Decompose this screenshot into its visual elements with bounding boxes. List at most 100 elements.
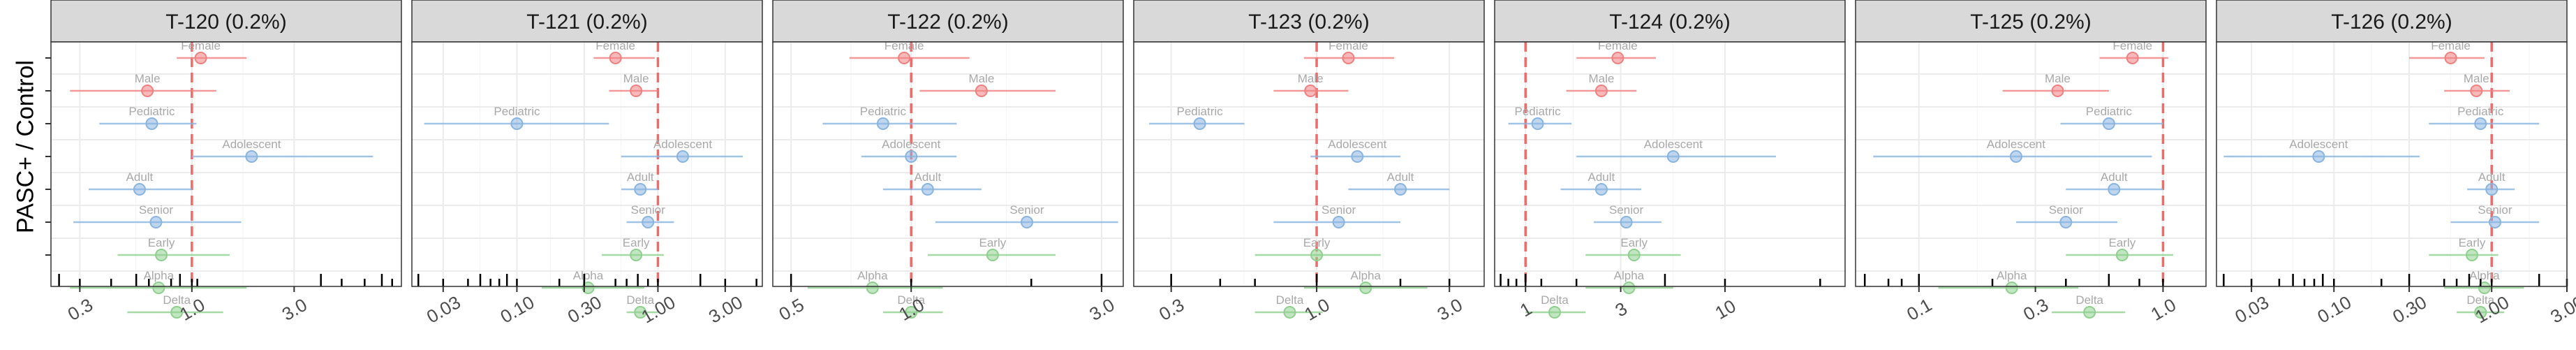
point-label: Adult (126, 170, 154, 184)
facet-strip (411, 0, 763, 43)
plot-background (1856, 42, 2206, 286)
point-label: Adolescent (1644, 138, 1703, 151)
panel-border (1133, 41, 1485, 287)
estimate-point (676, 150, 690, 163)
estimate-point (510, 117, 524, 130)
estimate-point (155, 249, 168, 261)
x-tick-label: 3.00 (705, 291, 746, 327)
panel-border (411, 41, 763, 287)
x-tick-label: 0.30 (2389, 291, 2430, 327)
x-tick-label: 1 (1516, 298, 1536, 321)
point-label: Early (2108, 236, 2135, 249)
x-tick-label: 0.1 (1903, 294, 1935, 325)
estimate-point (2108, 183, 2121, 196)
facet-title: T-126 (0.2%) (2331, 10, 2452, 34)
facet-strip (50, 0, 402, 43)
estimate-point (1351, 150, 1364, 163)
point-label: Pediatric (128, 105, 175, 118)
point-label: Senior (1009, 203, 1044, 217)
estimate-point (1531, 117, 1544, 130)
point-label: Adolescent (1987, 138, 2045, 151)
facet-panel: T-120 (0.2%) Female Male Pediatric Adolescen… (45, 0, 402, 325)
point-label: Female (595, 39, 635, 52)
point-label: Early (1620, 236, 1648, 249)
x-tick-label: 0.5 (775, 294, 807, 325)
point-label: Alpha (1350, 269, 1381, 282)
estimate-point (866, 282, 879, 294)
point-label: Adult (2478, 170, 2505, 184)
x-tick-label: 1.0 (1301, 294, 1333, 325)
facet-title: T-120 (0.2%) (165, 10, 286, 34)
x-tick-label: 10 (1711, 296, 1739, 323)
point-label: Senior (2478, 203, 2512, 217)
point-label: Early (1303, 236, 1331, 249)
facet-panel: T-121 (0.2%) Female Male Pediatric Adolescen… (411, 0, 763, 328)
estimate-point (152, 282, 165, 294)
estimate-point (2312, 150, 2325, 163)
point-label: Delta (1541, 293, 1569, 307)
facet-title: T-121 (0.2%) (526, 10, 647, 34)
x-tick-label: 0.3 (1155, 294, 1187, 325)
point-label: Adult (627, 170, 654, 184)
point-label: Pediatric (2086, 105, 2133, 118)
facet-title: T-122 (0.2%) (887, 10, 1008, 34)
estimate-point (1332, 216, 1345, 228)
estimate-point (905, 150, 918, 163)
facet-panel: T-124 (0.2%) Female Male Pediatric Adolescen… (1494, 0, 1846, 323)
point-label: Delta (163, 293, 191, 307)
point-label: Male (135, 72, 161, 85)
estimate-point (1283, 306, 1296, 319)
estimate-point (642, 216, 655, 228)
estimate-point (1020, 216, 1033, 228)
estimate-point (986, 249, 999, 261)
facet-panel: T-125 (0.2%) Female Male Pediatric Adolescen… (1855, 0, 2207, 325)
panel-border (50, 41, 402, 287)
point-label: Senior (631, 203, 665, 217)
point-label: Male (623, 72, 649, 85)
point-label: Early (623, 236, 650, 249)
point-label: Pediatric (2457, 105, 2504, 118)
point-label: Senior (1609, 203, 1643, 217)
x-tick-label: 3.0 (1086, 294, 1118, 325)
estimate-point (634, 183, 647, 196)
estimate-point (630, 249, 643, 261)
point-label: Male (2045, 72, 2071, 85)
point-label: Adolescent (1328, 138, 1386, 151)
point-label: Pediatric (860, 105, 907, 118)
x-tick-label: 0.10 (2314, 291, 2355, 327)
point-label: Adolescent (653, 138, 712, 151)
x-tick-label: 3 (1611, 298, 1631, 321)
plot-background (51, 42, 401, 286)
estimate-point (582, 282, 595, 294)
point-label: Female (2112, 39, 2152, 52)
point-label: Delta (2075, 293, 2103, 307)
point-label: Delta (626, 293, 654, 307)
facet-title: T-125 (0.2%) (1970, 10, 2091, 34)
estimate-point (1548, 306, 1562, 319)
point-label: Female (181, 39, 221, 52)
x-tick-label: 0.10 (497, 291, 538, 327)
plot-background (1134, 42, 1484, 286)
estimate-point (2474, 117, 2487, 130)
estimate-point (2059, 216, 2073, 228)
panel-border (1494, 41, 1846, 287)
facet-panel: T-126 (0.2%) Female Male Pediatric Adolescen… (2216, 0, 2576, 328)
point-label: Senior (139, 203, 173, 217)
plot-background (773, 42, 1123, 286)
facet-strip (1494, 0, 1846, 43)
plot-background (412, 42, 762, 286)
estimate-point (630, 85, 643, 97)
point-label: Male (968, 72, 994, 85)
facet-strip (2216, 0, 2568, 43)
point-label: Early (2459, 236, 2486, 249)
estimate-point (2485, 183, 2499, 196)
point-label: Pediatric (1177, 105, 1224, 118)
plot-background (2216, 42, 2567, 286)
estimate-point (194, 52, 207, 64)
facet-panel: T-123 (0.2%) Female Male Pediatric Adolescen… (1133, 0, 1485, 325)
estimate-point (1193, 117, 1206, 130)
estimate-point (1594, 85, 1608, 97)
x-tick-label: 0.30 (564, 291, 605, 327)
estimate-point (1594, 183, 1608, 196)
